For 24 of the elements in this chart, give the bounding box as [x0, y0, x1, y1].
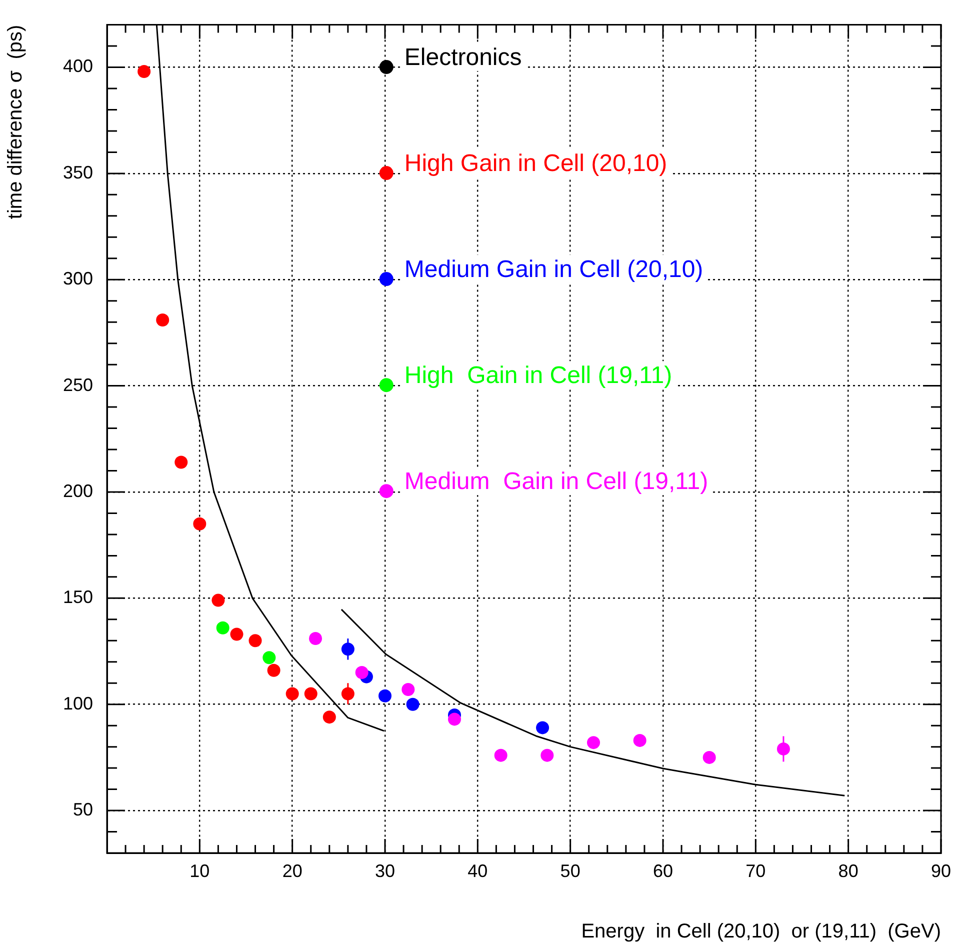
x-tick-label: 60: [652, 860, 674, 881]
x-tick-label: 90: [930, 860, 952, 881]
y-tick-label: 200: [62, 480, 93, 501]
legend-label: High Gain in Cell (19,11): [404, 362, 672, 390]
y-tick-label: 250: [62, 374, 93, 395]
legend-label: High Gain in Cell (20,10): [404, 150, 668, 178]
y-tick-label: 50: [72, 799, 93, 820]
y-tick-label: 100: [62, 693, 93, 714]
x-tick-label: 70: [746, 860, 766, 881]
legend-label: Electronics: [404, 44, 522, 72]
x-axis-title: Energy in Cell (20,10) or (19,11) (GeV): [581, 920, 941, 943]
legend-label: Medium Gain in Cell (19,11): [404, 468, 708, 496]
legend-label: Medium Gain in Cell (20,10): [404, 256, 704, 284]
y-axis-title: time difference σ (ps): [4, 24, 27, 220]
x-tick-label: 80: [838, 860, 858, 881]
x-tick-label: 30: [374, 860, 396, 881]
x-tick-label: 40: [468, 860, 488, 881]
y-tick-label: 150: [62, 587, 93, 608]
y-tick-label: 300: [62, 268, 93, 289]
x-tick-label: 20: [282, 860, 302, 881]
x-tick-label: 50: [560, 860, 580, 881]
y-tick-label: 350: [62, 162, 93, 182]
x-tick-label: 10: [190, 860, 210, 881]
y-tick-label: 400: [62, 56, 93, 76]
